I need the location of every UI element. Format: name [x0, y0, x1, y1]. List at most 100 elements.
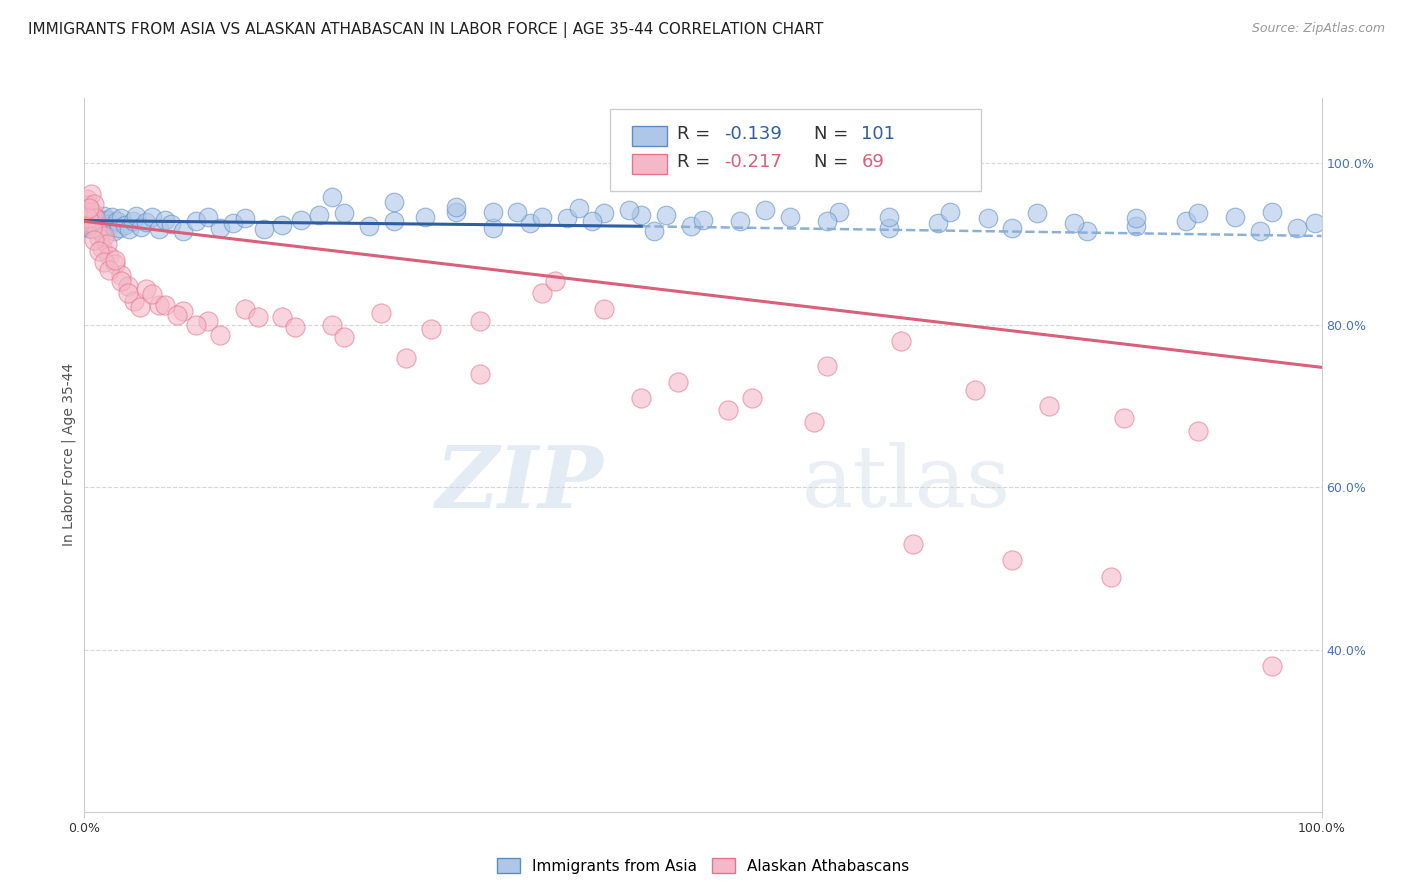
Point: [148, 221, 170, 235]
Point: [741, 391, 763, 405]
Point: [370, 306, 392, 320]
Point: [184, 318, 207, 333]
Text: 69: 69: [862, 153, 884, 171]
Point: [1261, 658, 1284, 673]
Point: [506, 204, 529, 219]
Text: ZIP: ZIP: [436, 442, 605, 525]
Point: [1249, 224, 1271, 238]
Point: [1223, 210, 1246, 224]
Point: [83, 233, 105, 247]
Point: [290, 212, 312, 227]
Point: [666, 375, 689, 389]
Point: [321, 190, 343, 204]
Point: [395, 351, 418, 365]
Point: [83, 196, 105, 211]
Point: [84, 211, 107, 226]
Point: [110, 268, 132, 282]
Point: [965, 383, 987, 397]
Point: [1261, 204, 1284, 219]
Text: N =: N =: [814, 153, 855, 171]
Point: [84, 218, 107, 232]
Point: [110, 211, 132, 226]
Text: R =: R =: [678, 125, 716, 143]
Point: [1174, 214, 1197, 228]
Point: [271, 310, 294, 324]
Point: [84, 211, 107, 225]
Point: [80, 220, 103, 235]
Point: [233, 211, 256, 226]
Point: [209, 220, 232, 235]
Point: [419, 322, 441, 336]
Point: [655, 208, 678, 222]
Point: [153, 212, 176, 227]
Point: [1125, 211, 1147, 226]
Text: R =: R =: [678, 153, 716, 171]
Point: [80, 219, 103, 234]
Point: [79, 201, 101, 215]
Point: [1285, 220, 1308, 235]
Point: [531, 285, 554, 300]
Point: [1063, 216, 1085, 230]
Text: atlas: atlas: [801, 442, 1011, 525]
Point: [89, 230, 111, 244]
Point: [519, 216, 541, 230]
Point: [96, 212, 118, 227]
Point: [93, 229, 115, 244]
Point: [90, 241, 112, 255]
Point: [222, 216, 245, 230]
Point: [271, 218, 294, 232]
Point: [87, 216, 110, 230]
Point: [470, 367, 492, 381]
Point: [333, 206, 356, 220]
Point: [1001, 220, 1024, 235]
Point: [153, 298, 176, 312]
Point: [1099, 569, 1122, 583]
Point: [83, 220, 105, 235]
Point: [93, 255, 115, 269]
Point: [197, 314, 219, 328]
Point: [717, 403, 740, 417]
Point: [118, 222, 141, 236]
Point: [79, 209, 101, 223]
Point: [98, 219, 121, 234]
Point: [98, 263, 121, 277]
Point: [103, 224, 125, 238]
Point: [593, 301, 616, 316]
Point: [382, 214, 405, 228]
Point: [413, 210, 436, 224]
Point: [333, 330, 356, 344]
Point: [93, 209, 115, 223]
Point: [531, 210, 554, 224]
Point: [630, 208, 652, 222]
Point: [444, 204, 467, 219]
Point: [114, 218, 136, 232]
Point: [77, 209, 100, 223]
Point: [803, 416, 825, 430]
Point: [110, 274, 132, 288]
Point: [105, 214, 128, 228]
Point: [79, 217, 101, 231]
Point: [172, 224, 194, 238]
Point: [253, 222, 276, 236]
Point: [593, 206, 616, 220]
Point: [284, 319, 307, 334]
Point: [94, 222, 117, 236]
Point: [104, 253, 127, 268]
Point: [728, 214, 751, 228]
Point: [903, 537, 925, 551]
Point: [444, 200, 467, 214]
Point: [135, 215, 157, 229]
Point: [679, 219, 702, 234]
Point: [122, 293, 145, 308]
Point: [568, 201, 591, 215]
FancyBboxPatch shape: [633, 126, 666, 146]
Point: [1187, 206, 1209, 220]
Point: [135, 282, 157, 296]
Text: N =: N =: [814, 125, 855, 143]
Point: [927, 216, 949, 230]
Point: [89, 224, 111, 238]
Point: [98, 249, 121, 263]
Point: [1001, 553, 1024, 567]
Point: [543, 274, 565, 288]
Point: [481, 204, 503, 219]
